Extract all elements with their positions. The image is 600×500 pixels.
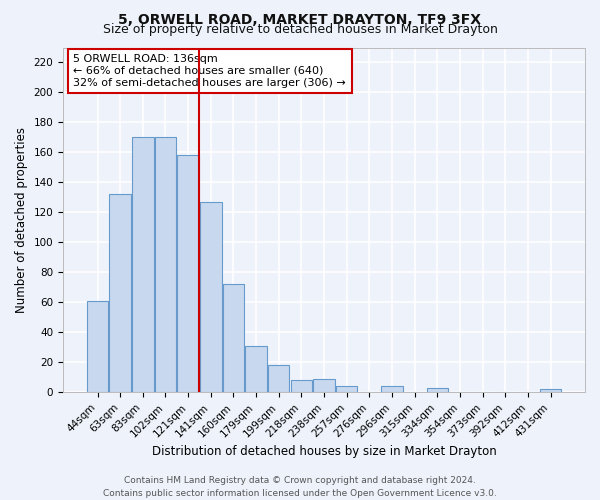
Bar (290, 380, 312, 392)
Text: Size of property relative to detached houses in Market Drayton: Size of property relative to detached ho… (103, 24, 497, 36)
Bar (200, 202, 221, 392)
Bar (381, 386, 403, 392)
Bar (223, 284, 244, 393)
Bar (155, 138, 176, 392)
Bar (540, 390, 561, 392)
Text: Contains HM Land Registry data © Crown copyright and database right 2024.
Contai: Contains HM Land Registry data © Crown c… (103, 476, 497, 498)
X-axis label: Distribution of detached houses by size in Market Drayton: Distribution of detached houses by size … (152, 444, 496, 458)
Bar (336, 386, 358, 392)
Bar (427, 388, 448, 392)
Bar (245, 346, 267, 393)
Y-axis label: Number of detached properties: Number of detached properties (15, 127, 28, 313)
Text: 5, ORWELL ROAD, MARKET DRAYTON, TF9 3FX: 5, ORWELL ROAD, MARKET DRAYTON, TF9 3FX (119, 12, 482, 26)
Text: 5 ORWELL ROAD: 136sqm
← 66% of detached houses are smaller (640)
32% of semi-det: 5 ORWELL ROAD: 136sqm ← 66% of detached … (73, 54, 346, 88)
Bar (268, 366, 289, 392)
Bar (178, 156, 199, 392)
Bar (132, 138, 154, 392)
Bar (313, 379, 335, 392)
Bar (109, 194, 131, 392)
Bar (87, 301, 108, 392)
